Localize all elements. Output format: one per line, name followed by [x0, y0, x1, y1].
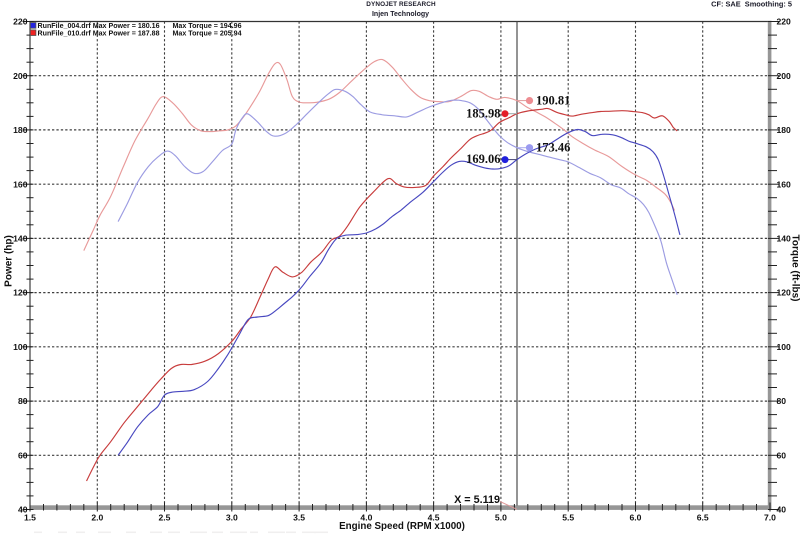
- svg-text:RunFile_004.drf Max Power = 18: RunFile_004.drf Max Power = 180.16: [38, 22, 160, 30]
- svg-text:1.5: 1.5: [24, 513, 36, 523]
- svg-text:169.06: 169.06: [466, 152, 500, 166]
- svg-text:185.98: 185.98: [466, 106, 500, 120]
- svg-text:X = 5.119: X = 5.119: [454, 494, 500, 506]
- svg-text:200: 200: [777, 71, 792, 81]
- svg-text:3.5: 3.5: [293, 513, 305, 523]
- svg-text:80: 80: [18, 396, 28, 406]
- svg-text:100: 100: [13, 342, 28, 352]
- svg-text:160: 160: [777, 179, 792, 189]
- svg-text:DYNOJET RESEARCH: DYNOJET RESEARCH: [366, 1, 436, 8]
- svg-text:173.46: 173.46: [536, 140, 570, 154]
- svg-text:4.0: 4.0: [360, 513, 372, 523]
- svg-text:40: 40: [18, 505, 28, 515]
- svg-text:60: 60: [777, 450, 787, 460]
- svg-text:180: 180: [777, 125, 792, 135]
- svg-text:140: 140: [13, 234, 28, 244]
- svg-text:100: 100: [777, 342, 792, 352]
- svg-text:5.0: 5.0: [495, 513, 507, 523]
- svg-text:Max Torque = 205.94: Max Torque = 205.94: [173, 30, 242, 38]
- svg-text:140: 140: [777, 234, 792, 244]
- svg-text:3.0: 3.0: [226, 513, 238, 523]
- svg-text:180: 180: [13, 125, 28, 135]
- svg-text:Power (hp): Power (hp): [3, 235, 14, 287]
- svg-text:Engine Speed (RPM x1000): Engine Speed (RPM x1000): [339, 521, 465, 532]
- svg-text:4.5: 4.5: [428, 513, 440, 523]
- svg-text:Torque (ft-lbs): Torque (ft-lbs): [790, 234, 800, 301]
- svg-text:220: 220: [777, 17, 792, 27]
- svg-text:CF: SAE Smoothing: 5: CF: SAE Smoothing: 5: [711, 0, 792, 8]
- svg-text:Max Torque = 194.96: Max Torque = 194.96: [173, 22, 242, 30]
- svg-text:190.81: 190.81: [536, 93, 570, 107]
- svg-text:5.5: 5.5: [562, 513, 574, 523]
- svg-text:120: 120: [13, 288, 28, 298]
- svg-text:RunFile_010.drf Max Power = 18: RunFile_010.drf Max Power = 187.88: [38, 30, 160, 38]
- svg-text:160: 160: [13, 179, 28, 189]
- svg-text:2.0: 2.0: [91, 513, 103, 523]
- svg-text:220: 220: [13, 17, 28, 27]
- svg-text:6.0: 6.0: [630, 513, 642, 523]
- svg-text:200: 200: [13, 71, 28, 81]
- svg-text:60: 60: [18, 450, 28, 460]
- svg-text:7.0: 7.0: [764, 513, 776, 523]
- svg-text:120: 120: [777, 288, 792, 298]
- svg-text:40: 40: [777, 505, 787, 515]
- svg-text:Injen Technology: Injen Technology: [372, 11, 429, 18]
- svg-text:2.5: 2.5: [159, 513, 171, 523]
- svg-text:80: 80: [777, 396, 787, 406]
- svg-text:6.5: 6.5: [697, 513, 709, 523]
